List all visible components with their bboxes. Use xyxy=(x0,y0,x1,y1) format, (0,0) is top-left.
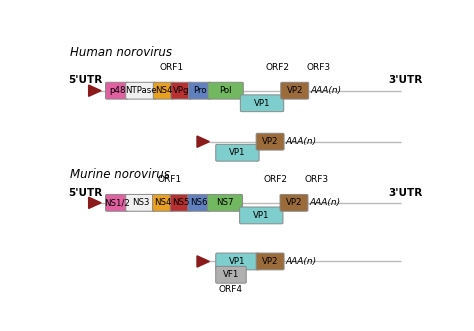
FancyBboxPatch shape xyxy=(171,82,191,99)
Text: VP2: VP2 xyxy=(262,257,278,266)
Text: VP2: VP2 xyxy=(286,86,303,95)
FancyBboxPatch shape xyxy=(170,194,191,211)
FancyBboxPatch shape xyxy=(281,82,309,99)
Text: AAA(n): AAA(n) xyxy=(310,86,341,95)
Text: 5'UTR: 5'UTR xyxy=(68,188,103,198)
FancyBboxPatch shape xyxy=(207,194,243,211)
Text: Murine norovirus: Murine norovirus xyxy=(70,168,170,181)
FancyBboxPatch shape xyxy=(256,133,284,150)
Text: NS3: NS3 xyxy=(132,198,149,207)
Text: VP1: VP1 xyxy=(253,211,270,220)
FancyBboxPatch shape xyxy=(216,266,246,283)
FancyBboxPatch shape xyxy=(188,194,210,211)
Polygon shape xyxy=(89,197,101,209)
Text: NS4: NS4 xyxy=(154,198,172,207)
Text: ORF1: ORF1 xyxy=(159,63,183,72)
Text: NTPase: NTPase xyxy=(125,86,157,95)
Text: NS4: NS4 xyxy=(155,86,173,95)
Text: VP1: VP1 xyxy=(229,257,246,266)
Polygon shape xyxy=(89,85,101,96)
Text: VP2: VP2 xyxy=(286,198,302,207)
Text: 5'UTR: 5'UTR xyxy=(68,75,103,85)
Text: Human norovirus: Human norovirus xyxy=(70,46,172,59)
Text: VP1: VP1 xyxy=(254,99,270,108)
FancyBboxPatch shape xyxy=(126,82,156,99)
FancyBboxPatch shape xyxy=(280,194,308,211)
Text: ORF3: ORF3 xyxy=(306,63,330,72)
FancyBboxPatch shape xyxy=(126,194,155,211)
Text: ORF1: ORF1 xyxy=(157,175,182,184)
Text: ORF2: ORF2 xyxy=(264,175,288,184)
Text: NS6: NS6 xyxy=(190,198,208,207)
FancyBboxPatch shape xyxy=(240,207,283,224)
Text: VPg: VPg xyxy=(173,86,190,95)
FancyBboxPatch shape xyxy=(216,144,259,161)
Text: Pol: Pol xyxy=(219,86,232,95)
Text: ORF4: ORF4 xyxy=(219,285,243,294)
Text: ORF2: ORF2 xyxy=(266,63,290,72)
Polygon shape xyxy=(197,136,210,147)
Text: VP2: VP2 xyxy=(262,137,278,146)
FancyBboxPatch shape xyxy=(216,253,259,270)
Text: 3'UTR: 3'UTR xyxy=(388,188,422,198)
FancyBboxPatch shape xyxy=(189,82,211,99)
Text: AAA(n): AAA(n) xyxy=(310,198,340,207)
Text: Pro: Pro xyxy=(193,86,207,95)
FancyBboxPatch shape xyxy=(106,82,128,99)
FancyBboxPatch shape xyxy=(153,194,173,211)
FancyBboxPatch shape xyxy=(240,95,284,112)
Text: ORF3: ORF3 xyxy=(304,175,328,184)
FancyBboxPatch shape xyxy=(208,82,243,99)
Text: AAA(n): AAA(n) xyxy=(285,137,317,146)
Text: NS7: NS7 xyxy=(216,198,234,207)
FancyBboxPatch shape xyxy=(106,194,128,211)
Text: AAA(n): AAA(n) xyxy=(285,257,317,266)
Text: NS5: NS5 xyxy=(172,198,189,207)
Text: VP1: VP1 xyxy=(229,148,246,157)
Text: p48: p48 xyxy=(109,86,125,95)
Polygon shape xyxy=(197,256,210,267)
Text: 3'UTR: 3'UTR xyxy=(388,75,422,85)
Text: VF1: VF1 xyxy=(223,270,239,279)
Text: NS1/2: NS1/2 xyxy=(104,198,130,207)
FancyBboxPatch shape xyxy=(256,253,284,270)
FancyBboxPatch shape xyxy=(153,82,174,99)
